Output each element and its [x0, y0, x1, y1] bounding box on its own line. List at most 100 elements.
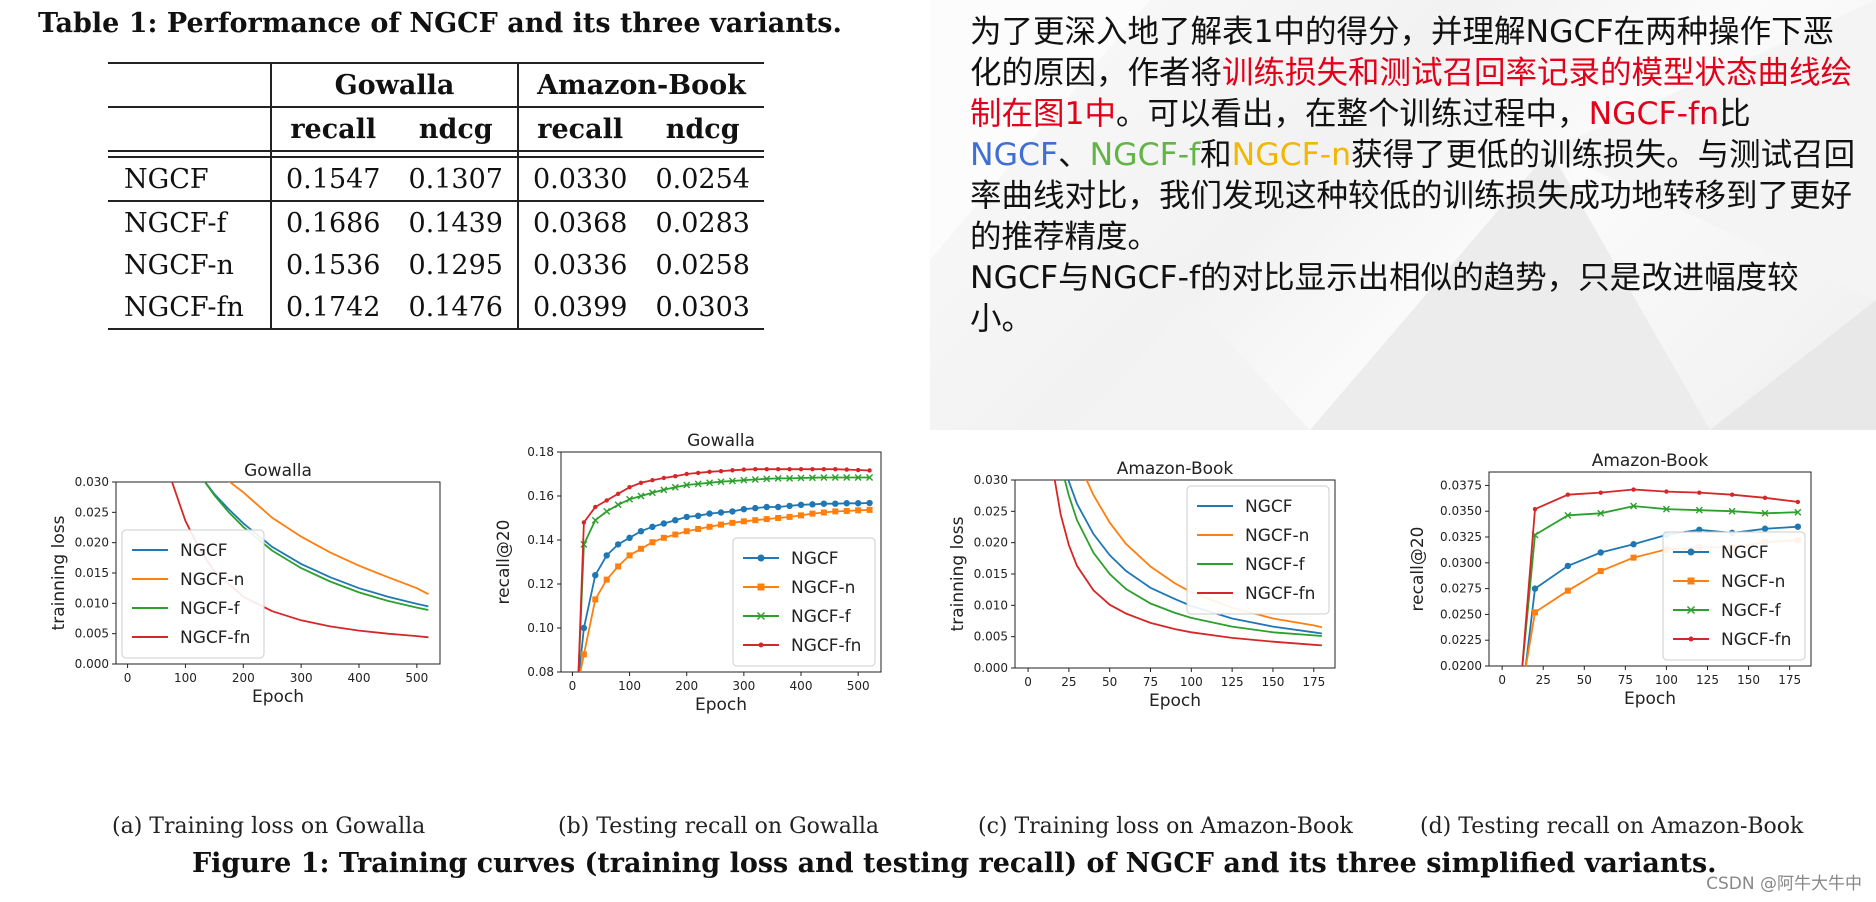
- data-point: [867, 468, 872, 473]
- data-point: [627, 485, 632, 490]
- chart-title: Amazon-Book: [1117, 459, 1234, 479]
- data-point: [787, 466, 792, 472]
- x-tick-label: 75: [1143, 675, 1158, 689]
- data-point: [1664, 489, 1669, 494]
- performance-table: Gowalla Amazon-Book recall ndcg recall n…: [108, 62, 764, 330]
- sub-header: recall: [516, 106, 642, 152]
- x-axis-label: Epoch: [1624, 689, 1676, 709]
- data-point: [1597, 568, 1604, 575]
- legend-marker: [757, 554, 765, 562]
- legend-label: NGCF-n: [1721, 572, 1785, 592]
- data-point: [660, 534, 667, 541]
- data-point: [774, 503, 782, 511]
- data-point: [1697, 490, 1702, 495]
- cell: 0.1476: [394, 286, 518, 330]
- y-axis-label: recall@20: [494, 520, 514, 605]
- data-point: [1564, 562, 1572, 570]
- data-point: [1630, 502, 1638, 510]
- data-point: [1696, 526, 1703, 533]
- x-tick-label: 0: [569, 679, 577, 693]
- data-point: [729, 519, 736, 526]
- data-point: [831, 474, 839, 482]
- explanation-part: 。可以看出，在整个训练过程中，: [1116, 96, 1589, 132]
- legend: NGCF NGCF-n NGCF-f NGCF-fn: [1186, 485, 1330, 615]
- data-point: [764, 466, 769, 472]
- data-point: [844, 467, 849, 472]
- data-point: [809, 510, 816, 517]
- series-line-ngcf: [1067, 480, 1323, 635]
- x-tick-label: 0: [124, 671, 132, 685]
- cell: 0.0330: [516, 156, 642, 201]
- chart-svg: Amazon-Book 0 25 50 75 100 125 150 175 0.000 0.005…: [948, 459, 1336, 711]
- series-line-ngcf-n: [1085, 480, 1323, 629]
- data-point: [786, 474, 794, 482]
- data-point: [1794, 523, 1802, 530]
- variant-ngcf: NGCF: [970, 137, 1059, 173]
- data-point: [1795, 499, 1801, 505]
- data-point: [1695, 506, 1703, 514]
- data-point: [855, 507, 862, 514]
- data-point: [660, 486, 668, 494]
- y-tick-label: 0.010: [75, 596, 109, 610]
- y-tick-label: 0.14: [527, 533, 554, 547]
- data-point: [866, 499, 873, 507]
- data-point: [866, 506, 873, 513]
- chart-svg: Gowalla 0 100 200 300 400 500 0.08 0.10 0.12 0.14 0…: [494, 431, 882, 715]
- cell: 0.1686: [269, 200, 395, 244]
- data-point: [729, 508, 736, 515]
- data-point: [1522, 668, 1528, 674]
- y-tick-label: 0.10: [527, 621, 554, 635]
- data-point: [717, 509, 725, 516]
- sub-header: ndcg: [394, 106, 518, 152]
- legend-label: NGCF: [791, 549, 839, 569]
- legend: NGCF NGCF-n NGCF-f NGCF-fn: [121, 529, 265, 659]
- data-point: [626, 534, 633, 541]
- y-tick-label: 0.0225: [1440, 633, 1482, 647]
- x-tick-label: 300: [290, 671, 313, 685]
- data-point: [1662, 505, 1670, 513]
- data-point: [1564, 587, 1571, 594]
- legend-label: NGCF-fn: [1721, 630, 1791, 650]
- data-point: [741, 467, 747, 472]
- data-point: [854, 500, 862, 507]
- x-tick-label: 0: [1498, 673, 1506, 687]
- x-tick-label: 150: [1737, 673, 1760, 687]
- cell: 0.0258: [655, 249, 750, 281]
- legend-label: NGCF-fn: [180, 628, 250, 648]
- group-header: Amazon-Book: [516, 62, 764, 107]
- data-point: [1630, 541, 1637, 548]
- chart-a: Gowalla 0 100 200 300 400 500 0.000 0.005 0.010 0.…: [49, 438, 470, 792]
- series-line-ngcf-f: [1063, 480, 1322, 637]
- data-point: [1522, 668, 1528, 674]
- data-point: [1728, 507, 1736, 515]
- data-point: [820, 474, 828, 482]
- data-point: [774, 474, 782, 482]
- x-tick-label: 500: [847, 679, 870, 693]
- x-tick-label: 200: [675, 679, 698, 693]
- series-group: [171, 482, 429, 639]
- sub-header: ndcg: [641, 106, 764, 152]
- data-point: [637, 528, 645, 535]
- x-axis-label: Epoch: [695, 695, 747, 715]
- x-axis-label: Epoch: [252, 687, 304, 707]
- data-point: [580, 651, 587, 658]
- chart-c: Amazon-Book 0 25 50 75 100 125 150 175 0.000 0.005…: [945, 438, 1365, 792]
- legend-marker: [758, 642, 764, 648]
- data-point: [592, 572, 599, 579]
- x-tick-label: 100: [174, 671, 197, 685]
- data-point: [820, 509, 827, 516]
- data-point: [707, 469, 712, 474]
- y-axis-label: trainning loss: [948, 516, 968, 631]
- bg-triangle: [1710, 300, 1876, 430]
- data-point: [1631, 487, 1636, 492]
- data-point: [740, 476, 748, 484]
- y-tick-label: 0.010: [974, 598, 1008, 612]
- y-tick-label: 0.0250: [1440, 607, 1482, 621]
- cell: 0.1742: [269, 286, 395, 330]
- data-point: [832, 508, 839, 515]
- sub-header: recall: [269, 106, 395, 152]
- data-point: [718, 468, 724, 474]
- data-point: [810, 466, 815, 472]
- explanation-highlight: 训练损失和测试召回率记录的模型状态曲线绘制在图1中: [970, 55, 1853, 132]
- data-point: [753, 466, 758, 472]
